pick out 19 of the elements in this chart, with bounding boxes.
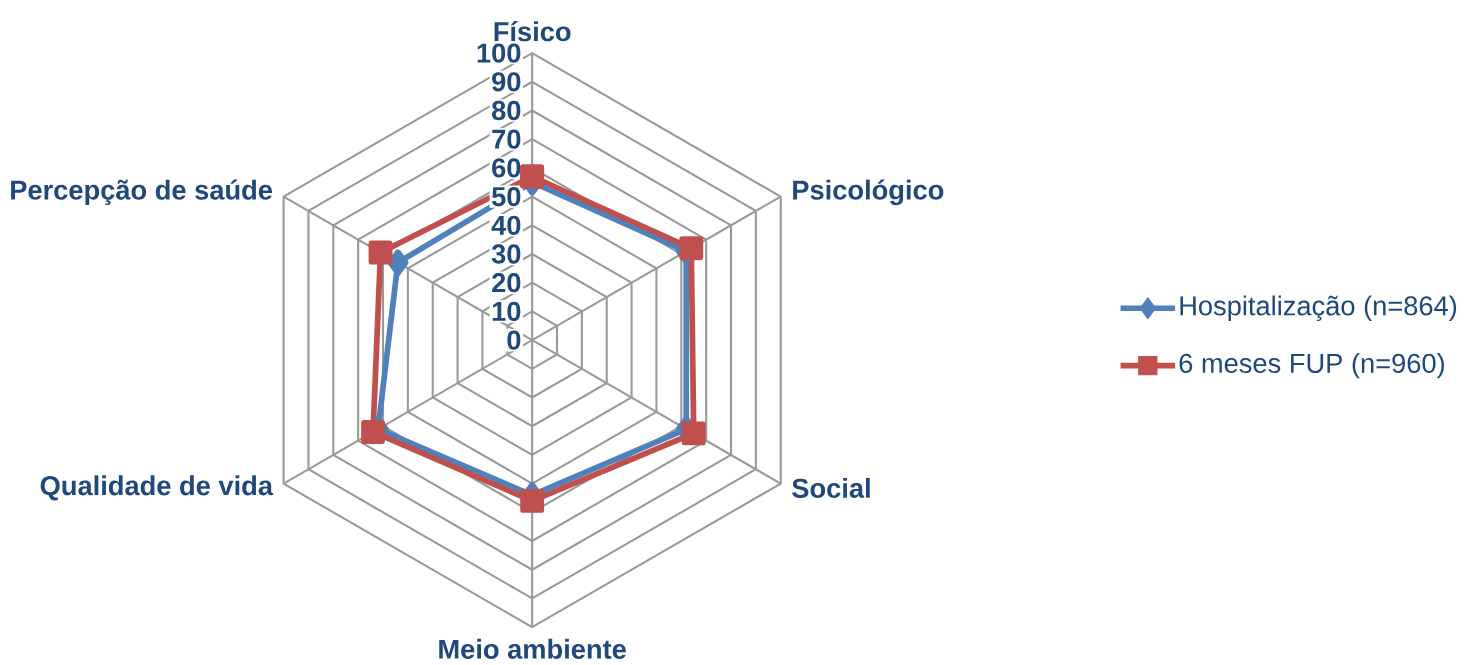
spoke-label: Físico [494, 21, 571, 42]
legend-label: 6 meses FUP (n=960) [1179, 352, 1444, 379]
y-tick-label: 80 [491, 100, 521, 121]
spoke-label: Qualidade de vida [40, 475, 274, 501]
y-tick-label: 20 [492, 273, 521, 293]
spoke-label: Percepção de saúde [11, 179, 273, 206]
spoke-label: Social [792, 477, 870, 498]
y-tick-label: 10 [492, 301, 521, 322]
spoke-label: Meio ambiente [439, 638, 626, 659]
legend-label: Hospitalização (n=864) [1180, 295, 1457, 322]
y-tick-label: 60 [492, 158, 521, 178]
spoke-label: Psicológico [793, 179, 944, 206]
y-tick-label: 70 [492, 129, 521, 149]
y-tick-label: 40 [491, 215, 521, 235]
y-tick-label: 90 [492, 72, 521, 92]
y-tick-label: 100 [477, 43, 521, 63]
y-tick-label: 30 [491, 244, 521, 264]
y-tick-label: 0 [507, 330, 521, 350]
y-tick-label: 50 [491, 186, 521, 207]
